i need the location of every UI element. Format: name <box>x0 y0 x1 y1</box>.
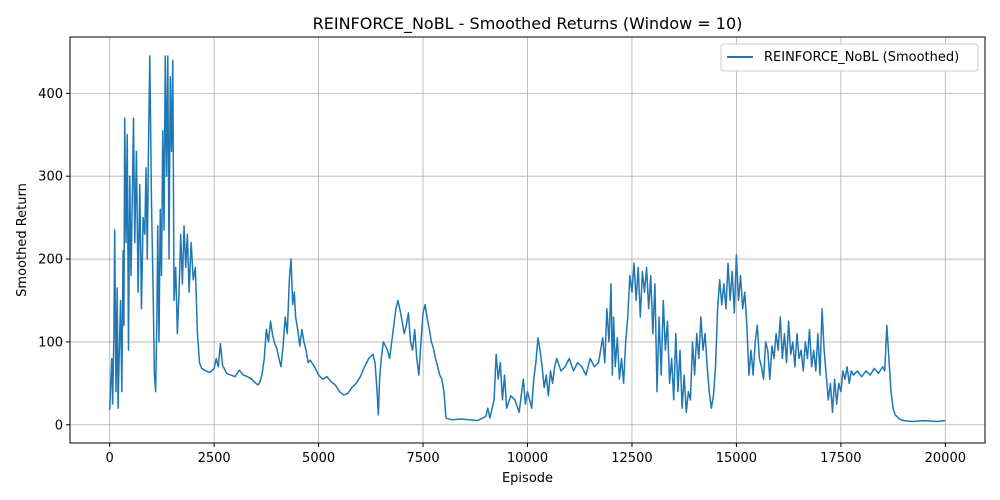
x-axis-label: Episode <box>502 471 553 486</box>
legend-box <box>720 43 979 72</box>
grid <box>70 37 985 443</box>
chart-title: REINFORCE_NoBL - Smoothed Returns (Windo… <box>313 14 743 34</box>
y-tick-label: 400 <box>38 87 63 102</box>
x-tick-label: 2500 <box>198 451 231 466</box>
y-axis-label: Smoothed Return <box>15 183 30 297</box>
y-axis-ticks: 0 100 200 300 400 <box>38 87 70 433</box>
y-tick-label: 100 <box>38 335 63 350</box>
x-tick-label: 5000 <box>302 451 335 466</box>
x-tick-label: 17500 <box>820 451 861 466</box>
y-tick-label: 300 <box>38 170 63 185</box>
x-tick-label: 20000 <box>925 451 966 466</box>
x-tick-label: 15000 <box>716 451 757 466</box>
series-line <box>108 55 946 423</box>
legend-label: REINFORCE_NoBL (Smoothed) <box>764 50 959 65</box>
legend: REINFORCE_NoBL (Smoothed) <box>720 43 979 72</box>
x-axis-ticks: 0 2500 5000 7500 10000 12500 15000 17500 20000 <box>106 443 966 466</box>
y-tick-label: 200 <box>38 253 63 268</box>
series-layer <box>108 55 946 423</box>
x-tick-label: 10000 <box>507 451 548 466</box>
x-tick-label: 12500 <box>611 451 652 466</box>
y-tick-label: 0 <box>55 418 63 433</box>
x-tick-label: 7500 <box>407 451 440 466</box>
x-tick-label: 0 <box>106 451 114 466</box>
